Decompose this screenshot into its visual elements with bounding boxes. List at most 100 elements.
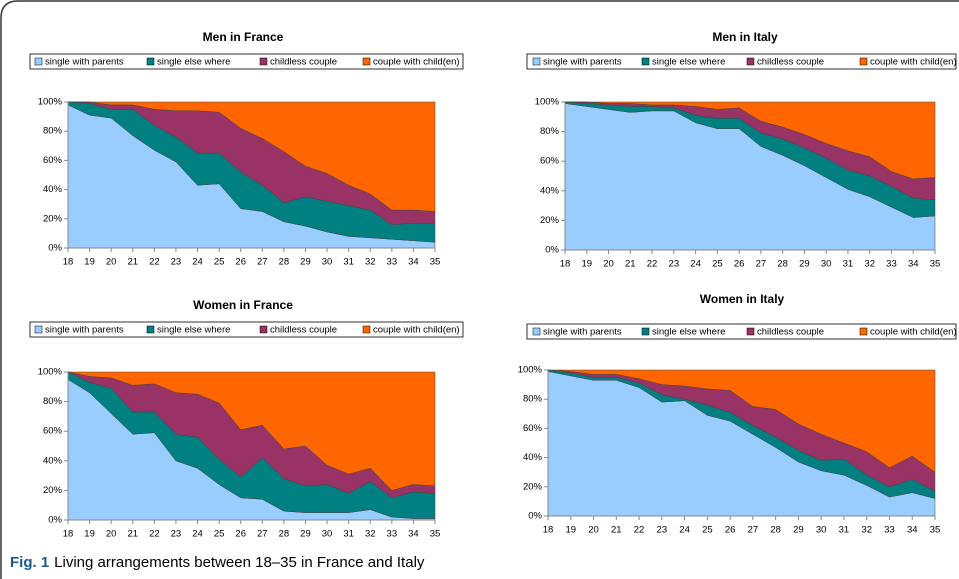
x-tick-label: 30 xyxy=(816,525,827,536)
x-tick-label: 27 xyxy=(756,259,767,270)
legend-swatch xyxy=(362,57,371,66)
x-tick-label: 25 xyxy=(712,259,723,270)
y-tick-label: 80% xyxy=(43,396,63,407)
legend-label: single else where xyxy=(157,57,230,68)
x-tick-label: 30 xyxy=(821,259,832,270)
legend-swatch xyxy=(641,327,650,336)
y-tick-label: 0% xyxy=(545,245,559,256)
legend-label: couple with child(en) xyxy=(373,325,460,336)
y-tick-label: 80% xyxy=(523,394,543,405)
legend-swatch xyxy=(34,325,43,334)
legend-box xyxy=(29,321,464,338)
area-series xyxy=(547,369,936,473)
x-tick-label: 27 xyxy=(257,529,268,540)
x-tick-label: 32 xyxy=(864,259,875,270)
x-tick-label: 26 xyxy=(734,259,745,270)
legend-label: single with parents xyxy=(543,57,622,68)
y-tick-label: 40% xyxy=(523,452,543,463)
y-tick-label: 100% xyxy=(535,97,560,108)
legend-label: single with parents xyxy=(45,325,124,336)
x-tick-label: 26 xyxy=(235,529,246,540)
y-tick-label: 40% xyxy=(540,185,560,196)
x-tick-label: 24 xyxy=(192,529,203,540)
x-tick-label: 31 xyxy=(343,529,354,540)
x-tick-label: 22 xyxy=(149,257,160,268)
x-tick-label: 29 xyxy=(799,259,810,270)
x-tick-label: 18 xyxy=(63,257,74,268)
x-tick-label: 32 xyxy=(365,257,376,268)
legend-swatch xyxy=(746,327,755,336)
x-tick-label: 26 xyxy=(235,257,246,268)
legend-box xyxy=(526,53,957,70)
x-tick-label: 34 xyxy=(408,257,419,268)
y-tick-label: 40% xyxy=(43,184,63,195)
y-tick-label: 60% xyxy=(43,426,63,437)
x-tick-label: 20 xyxy=(588,525,599,536)
legend-swatch xyxy=(641,57,650,66)
y-tick-label: 20% xyxy=(43,213,63,224)
x-tick-label: 19 xyxy=(581,259,592,270)
x-tick-label: 28 xyxy=(770,525,781,536)
legend-swatch xyxy=(532,57,541,66)
legend-box xyxy=(29,53,464,70)
x-tick-label: 34 xyxy=(908,259,919,270)
x-tick-label: 22 xyxy=(634,525,645,536)
x-tick-label: 35 xyxy=(930,525,941,536)
x-tick-label: 29 xyxy=(300,257,311,268)
x-tick-label: 33 xyxy=(884,525,895,536)
x-tick-label: 21 xyxy=(625,259,636,270)
x-tick-label: 28 xyxy=(279,257,290,268)
y-tick-label: 20% xyxy=(540,215,560,226)
x-tick-label: 23 xyxy=(171,257,182,268)
y-tick-label: 20% xyxy=(43,485,63,496)
chart-title: Men in France xyxy=(203,30,284,44)
x-tick-label: 35 xyxy=(430,257,441,268)
x-tick-label: 34 xyxy=(408,529,419,540)
x-tick-label: 18 xyxy=(543,525,554,536)
x-tick-label: 28 xyxy=(279,529,290,540)
x-tick-label: 35 xyxy=(430,529,441,540)
x-tick-label: 30 xyxy=(322,257,333,268)
x-tick-label: 24 xyxy=(192,257,203,268)
legend-label: single with parents xyxy=(45,57,124,68)
legend-swatch xyxy=(34,57,43,66)
x-tick-label: 18 xyxy=(63,529,74,540)
y-tick-label: 0% xyxy=(528,511,542,522)
x-tick-label: 21 xyxy=(611,525,622,536)
area-series xyxy=(68,101,436,212)
y-tick-label: 20% xyxy=(523,481,543,492)
caption-text: Living arrangements between 18–35 in Fra… xyxy=(54,554,425,571)
legend-label: couple with child(en) xyxy=(870,327,957,338)
x-tick-label: 27 xyxy=(257,257,268,268)
x-tick-label: 19 xyxy=(84,529,95,540)
legend-label: single else where xyxy=(652,57,725,68)
x-tick-label: 18 xyxy=(560,259,571,270)
area-series xyxy=(565,101,936,180)
x-tick-label: 19 xyxy=(565,525,576,536)
legend-label: childless couple xyxy=(270,57,337,68)
y-tick-label: 60% xyxy=(43,155,63,166)
y-tick-label: 40% xyxy=(43,455,63,466)
legend-swatch xyxy=(859,57,868,66)
x-tick-label: 34 xyxy=(907,525,918,536)
x-tick-label: 20 xyxy=(106,529,117,540)
y-tick-label: 100% xyxy=(38,97,63,108)
y-tick-label: 0% xyxy=(48,515,62,526)
x-tick-label: 20 xyxy=(106,257,117,268)
x-tick-label: 21 xyxy=(127,257,138,268)
chart-title: Women in France xyxy=(193,298,293,312)
chart-title: Women in Italy xyxy=(700,292,785,306)
x-tick-label: 32 xyxy=(861,525,872,536)
legend-label: single with parents xyxy=(543,327,622,338)
x-tick-label: 22 xyxy=(149,529,160,540)
y-tick-label: 100% xyxy=(38,367,63,378)
y-tick-label: 60% xyxy=(523,423,543,434)
y-tick-label: 100% xyxy=(518,365,543,376)
x-tick-label: 26 xyxy=(725,525,736,536)
legend-box xyxy=(526,323,957,340)
y-tick-label: 60% xyxy=(540,156,560,167)
x-tick-label: 25 xyxy=(702,525,713,536)
x-tick-label: 25 xyxy=(214,529,225,540)
legend-label: couple with child(en) xyxy=(870,57,957,68)
